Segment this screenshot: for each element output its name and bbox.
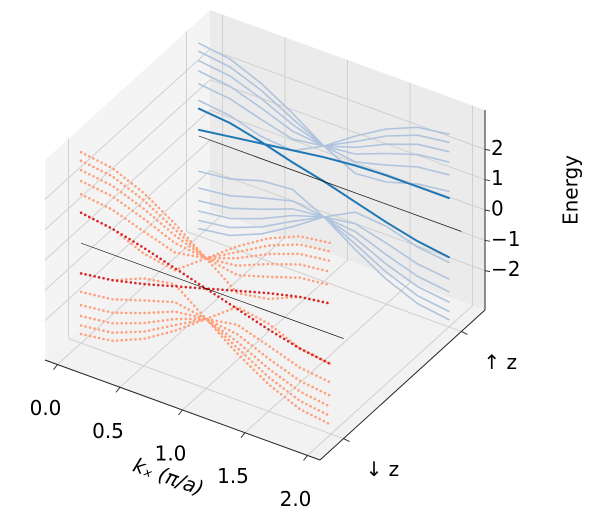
x-tick-label: 1.5 <box>217 464 249 488</box>
z-tick-label: −1 <box>491 227 520 251</box>
grid-line <box>44 49 211 200</box>
band-dotted <box>79 272 333 306</box>
band-line <box>198 99 450 152</box>
band-dotted <box>79 290 333 418</box>
z-tick-label: 2 <box>491 136 504 160</box>
band-dotted <box>79 159 333 287</box>
grid-line <box>244 282 411 434</box>
z-tick <box>484 239 491 242</box>
x-tick-label: 2.0 <box>280 487 312 511</box>
y-tick <box>343 438 350 443</box>
z-axis-label: Energy <box>559 155 583 225</box>
axis-line <box>44 359 321 461</box>
grid-line <box>209 79 486 181</box>
grid-line <box>44 79 211 231</box>
x-tick <box>178 409 183 416</box>
x-tick-label: 1.0 <box>155 442 187 466</box>
zero-line <box>198 135 462 232</box>
grid-line <box>68 338 344 440</box>
grid-line <box>209 109 486 211</box>
z-tick-label: 0 <box>491 197 504 221</box>
grid-line <box>57 214 223 365</box>
x-tick <box>303 455 308 461</box>
z-tick-label: −2 <box>491 257 520 281</box>
band-dotted <box>79 317 333 385</box>
band-dotted <box>79 272 333 427</box>
z-tick <box>484 209 491 212</box>
x-tick-label: 0.5 <box>92 419 124 443</box>
z-tick <box>484 148 491 151</box>
x-tick <box>115 386 121 393</box>
grid-line <box>182 259 348 411</box>
band-line <box>198 170 450 321</box>
x-tick-label: 0.0 <box>30 396 62 420</box>
y-tick <box>461 330 468 335</box>
y-tick-label: ↓ z <box>366 457 400 481</box>
grid-line <box>186 230 462 332</box>
band-dotted <box>79 314 333 398</box>
y-tick-label: ↑ z <box>483 350 517 374</box>
grid-line <box>119 236 286 388</box>
band-line <box>197 128 450 200</box>
band-dotted <box>79 211 333 272</box>
x-tick <box>240 432 246 439</box>
grid-line <box>209 170 486 272</box>
grid-line <box>307 305 473 456</box>
grid-line <box>44 139 211 291</box>
z-tick-label: 1 <box>491 166 504 190</box>
grid-line <box>44 170 211 321</box>
band-dotted <box>79 303 333 409</box>
z-tick <box>484 179 491 182</box>
axis-line <box>319 309 486 461</box>
zero-line <box>80 242 344 339</box>
grid-line <box>44 109 211 261</box>
z-tick <box>484 270 491 273</box>
x-tick <box>53 364 58 370</box>
